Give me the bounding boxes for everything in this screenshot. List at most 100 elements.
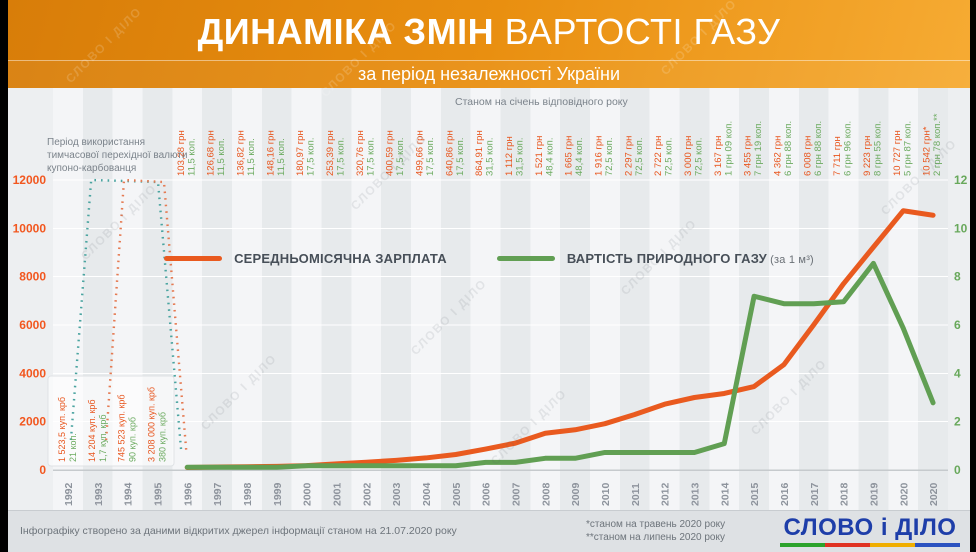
gas-value-label: 5 грн 87 коп. xyxy=(902,121,913,176)
gas-value-label: 8 грн 55 коп. xyxy=(872,121,883,176)
page-title-bold: ДИНАМІКА ЗМІН xyxy=(197,11,495,52)
right-axis-tick: 8 xyxy=(954,270,961,284)
x-axis-year-label: 2011 xyxy=(630,483,642,506)
gas-value-label: 72,5 коп. xyxy=(604,138,615,176)
gas-value-label: 6 грн 96 коп. xyxy=(843,121,854,176)
x-axis-year-label: 2000 xyxy=(302,482,314,506)
krb-salary-label: 3 208 000 куп. крб xyxy=(146,387,156,462)
x-axis-year-label: 2010 xyxy=(600,482,612,506)
x-axis-year-label: 2020 xyxy=(928,482,940,506)
gas-value-label: 72,5 коп. xyxy=(634,138,645,176)
footnote-may-2020: *станом на травень 2020 року xyxy=(586,519,726,530)
legend-gas-line-swatch xyxy=(496,256,555,261)
salary-value-label: 9 223 грн xyxy=(862,136,873,176)
gas-value-label: 6 грн 88 коп. xyxy=(813,121,824,176)
salary-value-label: 2 722 грн xyxy=(653,136,664,176)
x-axis-year-label: 2003 xyxy=(391,482,403,506)
gas-value-label: 17,5 коп. xyxy=(335,138,346,176)
year-column-stripe xyxy=(649,88,680,510)
year-column-stripe xyxy=(858,88,889,510)
footer: Інфографіку створено за даними відкритих… xyxy=(8,510,970,552)
salary-value-label: 3 455 грн xyxy=(743,136,754,176)
footnotes: *станом на травень 2020 року **станом на… xyxy=(586,518,725,544)
salary-value-label: 1 112 грн xyxy=(504,136,515,176)
salary-value-label: 4 362 грн xyxy=(772,136,783,176)
x-axis-year-label: 2002 xyxy=(361,482,373,506)
gas-value-label: 17,5 коп. xyxy=(455,138,466,176)
salary-value-label: 148,16 грн xyxy=(265,130,276,176)
gas-value-label: 17,5 коп. xyxy=(395,138,406,176)
gas-value-label: 11,5 коп. xyxy=(246,138,257,176)
x-axis-year-label: 2009 xyxy=(570,482,582,506)
gas-price-line xyxy=(184,260,936,470)
year-column-stripe xyxy=(232,88,262,510)
year-column-stripe xyxy=(679,88,710,510)
salary-value-label: 864,91 грн xyxy=(474,130,485,176)
krb-gas-label: 1,7 куп. крб xyxy=(98,414,108,462)
year-column-stripe xyxy=(798,88,829,510)
salary-value-label: 3 167 грн xyxy=(713,136,724,176)
gas-value-label: 11,5 коп. xyxy=(186,138,197,176)
left-axis-tick: 4000 xyxy=(19,366,46,380)
salary-value-label: 103,28 грн xyxy=(176,130,187,176)
legend-salary-line-swatch xyxy=(164,256,223,261)
legend-gas-suffix: (за 1 м³) xyxy=(766,254,814,266)
x-axis-year-label: 2014 xyxy=(719,482,731,506)
gas-value-label: 11,5 коп. xyxy=(216,138,227,176)
year-column-stripe xyxy=(590,88,620,510)
salary-value-label: 1 665 грн xyxy=(564,136,575,176)
salary-value-label: 1 521 грн xyxy=(534,136,545,176)
krb-gas-label: 380 куп. крб xyxy=(157,412,167,462)
gas-value-label: 11,5 коп. xyxy=(276,138,287,176)
logo-underline-blue xyxy=(915,543,960,547)
left-axis-tick: 2000 xyxy=(19,415,46,429)
left-axis-tick: 8000 xyxy=(19,270,46,284)
salary-value-label: 2 297 грн xyxy=(623,136,634,176)
year-column-stripe xyxy=(321,88,352,510)
gas-offscale-dotted-line xyxy=(69,178,183,453)
legend-gas-text: ВАРТІСТЬ ПРИРОДНОГО ГАЗУ xyxy=(566,251,767,266)
x-axis-year-label: 1992 xyxy=(63,482,75,506)
karbovanets-period-note: Період використання тимчасової перехідно… xyxy=(47,137,188,174)
year-column-stripe xyxy=(172,88,203,510)
krb-salary-label: 14 204 куп. крб xyxy=(87,399,97,462)
right-axis-tick: 4 xyxy=(954,366,961,380)
x-axis-year-label: 1994 xyxy=(123,482,135,506)
gas-value-label: 72,5 коп. xyxy=(664,138,675,176)
salary-value-label: 253,39 грн xyxy=(325,130,336,176)
salary-value-label: 499,66 грн xyxy=(414,130,425,176)
right-axis-tick: 6 xyxy=(954,318,961,332)
gas-value-label: 17,5 коп. xyxy=(425,138,436,176)
gas-value-label: 31,5 коп. xyxy=(514,138,525,176)
gas-value-label: 48,4 коп. xyxy=(544,138,555,176)
x-axis-year-label: 1996 xyxy=(182,482,194,506)
krb-salary-label: 745 523 куп. крб xyxy=(117,394,127,462)
krb-salary-label: 1 523,5 куп. крб xyxy=(57,397,67,462)
gas-value-label: 7 грн 19 коп. xyxy=(753,121,764,176)
x-axis-year-label: 2008 xyxy=(540,482,552,506)
year-column-stripe xyxy=(291,88,322,510)
krb-gas-label: 90 куп. крб xyxy=(128,417,138,462)
gas-value-label: 31,5 коп. xyxy=(485,138,496,176)
page-title-rest: ВАРТОСТІ ГАЗУ xyxy=(494,11,781,52)
x-axis-year-label: 2007 xyxy=(510,482,522,506)
gas-value-label: 2 грн 78 коп.** xyxy=(932,113,943,176)
salary-offscale-dotted-line xyxy=(104,178,188,453)
x-axis-year-label: 2016 xyxy=(779,482,791,506)
year-column-stripe xyxy=(560,88,590,510)
krb-gas-label: 21 коп. xyxy=(68,433,78,462)
page-title: ДИНАМІКА ЗМІН ВАРТОСТІ ГАЗУ xyxy=(8,9,970,55)
left-axis-tick: 10000 xyxy=(13,221,47,235)
gas-price-chart: 0 2000 4000 6000 8000 10000 12000 0 2 4 6 8 10 12 1992… xyxy=(13,88,968,510)
legend-salary-label: СЕРЕДНЬОМІСЯЧНА ЗАРПЛАТА xyxy=(234,251,447,266)
year-column-stripe xyxy=(888,88,919,510)
logo-underline-red xyxy=(825,543,870,547)
x-axis-year-label: 2018 xyxy=(839,482,851,506)
salary-value-label: 3 000 грн xyxy=(683,136,694,176)
right-axis-tick: 10 xyxy=(954,221,968,235)
x-axis-year-label: 1998 xyxy=(242,482,254,506)
x-axis-year-label: 2013 xyxy=(689,482,701,506)
x-axis-year-label: 2001 xyxy=(331,482,343,506)
left-axis-tick: 0 xyxy=(39,463,46,477)
